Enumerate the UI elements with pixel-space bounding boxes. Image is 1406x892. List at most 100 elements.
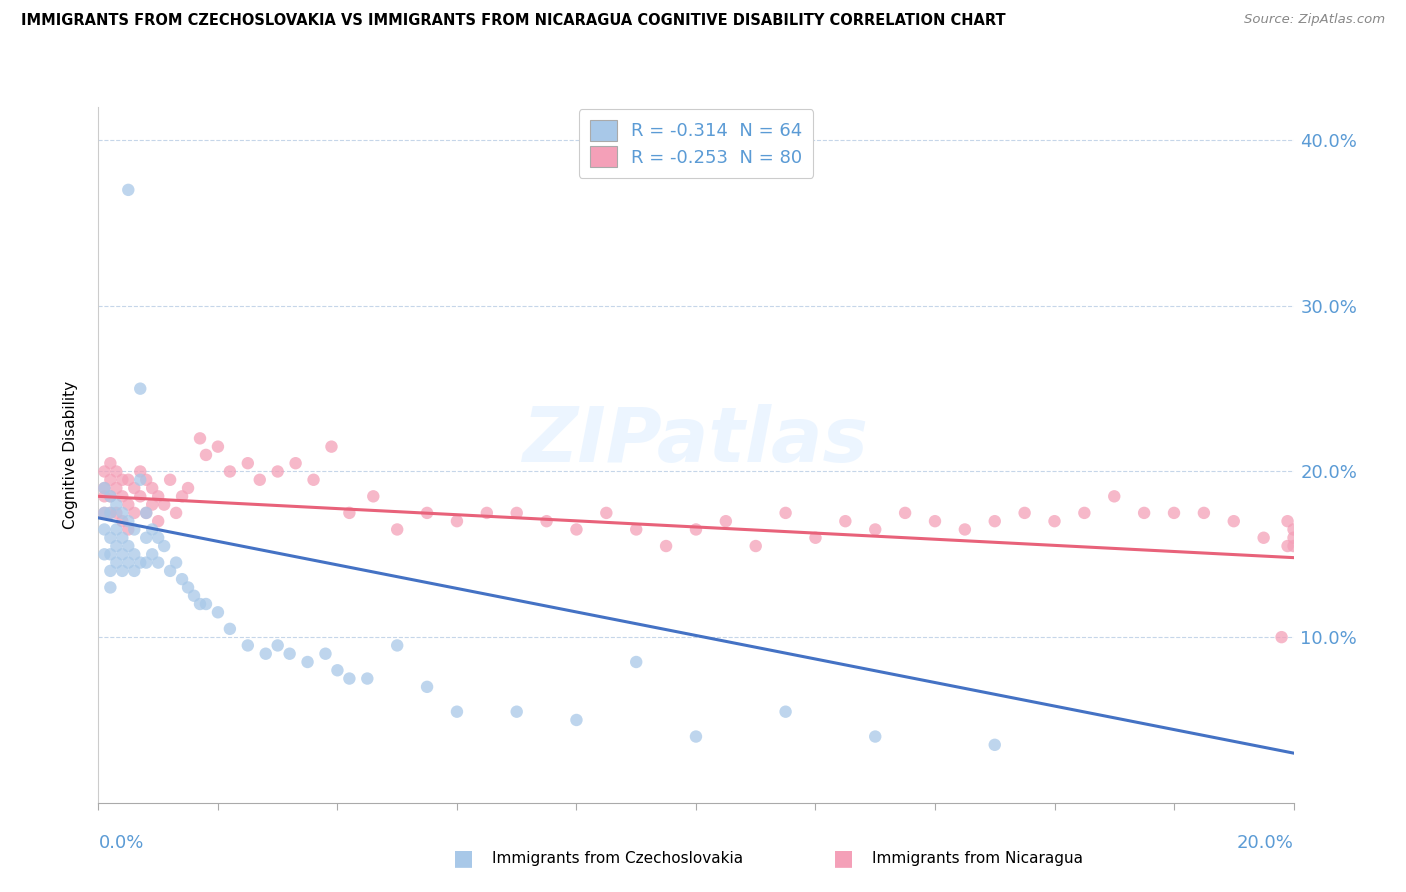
Point: [117, 514, 139, 528]
Point: [775, 506, 797, 520]
Point: [685, 730, 707, 744]
Point: [475, 506, 498, 520]
Point: [129, 465, 152, 479]
Point: [93, 481, 115, 495]
Point: [93, 506, 115, 520]
Point: [249, 473, 271, 487]
Point: [111, 506, 134, 520]
Point: [148, 556, 170, 570]
Point: [655, 539, 678, 553]
Point: [1282, 523, 1305, 537]
Point: [165, 556, 187, 570]
Point: [124, 547, 146, 561]
Point: [148, 531, 170, 545]
Point: [117, 498, 139, 512]
Point: [172, 572, 194, 586]
Point: [188, 431, 211, 445]
Text: 0.0%: 0.0%: [98, 834, 143, 852]
Point: [100, 564, 122, 578]
Point: [267, 465, 290, 479]
Point: [1163, 506, 1185, 520]
Point: [984, 738, 1007, 752]
Point: [565, 523, 588, 537]
Point: [93, 481, 115, 495]
Point: [1133, 506, 1156, 520]
Point: [105, 556, 128, 570]
Point: [111, 531, 134, 545]
Point: [1192, 506, 1215, 520]
Point: [506, 705, 529, 719]
Point: [1104, 489, 1126, 503]
Point: [315, 647, 337, 661]
Point: [124, 523, 146, 537]
Point: [172, 489, 194, 503]
Point: [626, 523, 648, 537]
Point: [105, 498, 128, 512]
Y-axis label: Cognitive Disability: Cognitive Disability: [63, 381, 77, 529]
Point: [416, 680, 439, 694]
Point: [1282, 531, 1305, 545]
Point: [148, 489, 170, 503]
Point: [117, 183, 139, 197]
Point: [165, 506, 187, 520]
Point: [894, 506, 917, 520]
Point: [117, 473, 139, 487]
Point: [141, 498, 163, 512]
Point: [93, 547, 115, 561]
Point: [745, 539, 768, 553]
Point: [356, 672, 378, 686]
Point: [1073, 506, 1095, 520]
Point: [159, 564, 181, 578]
Point: [865, 523, 887, 537]
Point: [100, 547, 122, 561]
Point: [141, 481, 163, 495]
Point: [326, 663, 349, 677]
Point: [105, 539, 128, 553]
Point: [129, 556, 152, 570]
Point: [105, 465, 128, 479]
Point: [153, 539, 176, 553]
Point: [93, 506, 115, 520]
Point: [177, 481, 200, 495]
Point: [100, 506, 122, 520]
Point: [219, 465, 242, 479]
Point: [865, 730, 887, 744]
Text: ■: ■: [454, 848, 474, 868]
Point: [188, 597, 211, 611]
Point: [1277, 539, 1299, 553]
Point: [804, 531, 827, 545]
Point: [117, 539, 139, 553]
Point: [135, 506, 157, 520]
Point: [135, 473, 157, 487]
Point: [1223, 514, 1246, 528]
Point: [93, 465, 115, 479]
Point: [385, 639, 409, 653]
Point: [141, 547, 163, 561]
Point: [105, 523, 128, 537]
Point: [207, 440, 229, 454]
Point: [111, 489, 134, 503]
Text: Immigrants from Czechoslovakia: Immigrants from Czechoslovakia: [492, 851, 744, 865]
Point: [195, 597, 218, 611]
Point: [254, 647, 277, 661]
Point: [124, 506, 146, 520]
Point: [111, 514, 134, 528]
Point: [775, 705, 797, 719]
Point: [595, 506, 617, 520]
Point: [100, 506, 122, 520]
Point: [363, 489, 385, 503]
Point: [446, 705, 468, 719]
Point: [267, 639, 290, 653]
Point: [105, 481, 128, 495]
Point: [111, 547, 134, 561]
Point: [219, 622, 242, 636]
Point: [135, 506, 157, 520]
Point: [148, 514, 170, 528]
Point: [626, 655, 648, 669]
Point: [416, 506, 439, 520]
Text: Immigrants from Nicaragua: Immigrants from Nicaragua: [872, 851, 1083, 865]
Point: [207, 605, 229, 619]
Point: [924, 514, 946, 528]
Point: [117, 556, 139, 570]
Point: [506, 506, 529, 520]
